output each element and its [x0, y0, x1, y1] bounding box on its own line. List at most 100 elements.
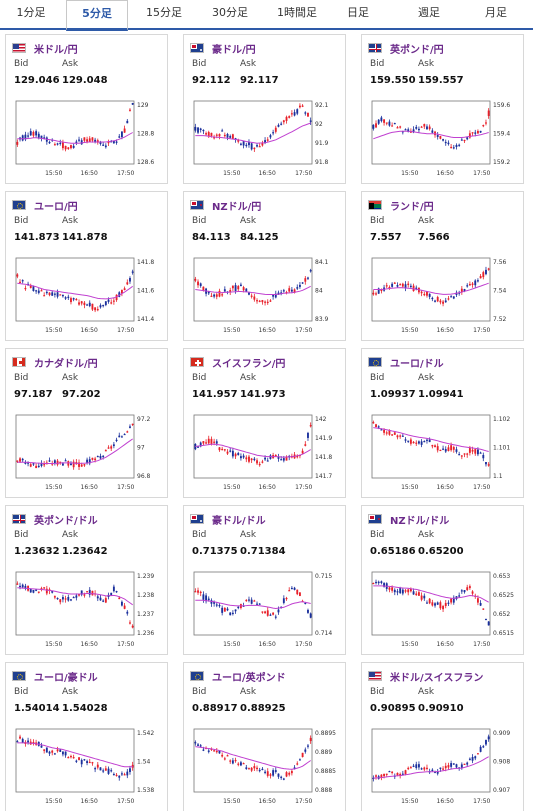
currency-pair-link[interactable]: カナダドル/円: [34, 359, 98, 370]
currency-card[interactable]: 英ポンド/円 Bid Ask 159.550 159.557 159.6 159.4 159.…: [361, 34, 524, 184]
price-chart[interactable]: 97.2 97 96.8 15:50 16:50 17:50: [14, 409, 162, 494]
candle-body: [261, 768, 264, 771]
candle-body: [269, 135, 272, 138]
currency-card[interactable]: 米ドル/円 Bid Ask 129.046 129.048 129 128.8 128.6 15…: [5, 34, 168, 184]
candle-body: [436, 297, 439, 302]
x-tick-label: 17:50: [117, 170, 134, 177]
price-chart[interactable]: 84.1 84 83.9 15:50 16:50 17:50: [192, 252, 340, 337]
candle-body: [482, 608, 485, 610]
currency-card[interactable]: NZドル/円 Bid Ask 84.113 84.125 84.1 84 83.9 15:50 1…: [183, 191, 346, 341]
candle-body: [412, 129, 415, 133]
candle-body: [447, 602, 450, 604]
candle-body: [231, 612, 234, 615]
candle-body: [420, 291, 423, 294]
flag-icon: [12, 671, 26, 681]
candle-body: [274, 770, 277, 772]
candle-body: [213, 294, 216, 297]
tab-4[interactable]: 1時間足: [277, 6, 317, 19]
candle-body: [61, 142, 64, 149]
price-chart[interactable]: 159.6 159.4 159.2 15:50 16:50 17:50: [370, 95, 518, 180]
currency-card[interactable]: 豪ドル/ドル Bid Ask 0.71375 0.71384 0.715 0.714 15:5…: [183, 505, 346, 655]
candle-body: [120, 289, 123, 294]
currency-pair-link[interactable]: 豪ドル/ドル: [212, 516, 266, 527]
candle-body: [32, 741, 35, 744]
currency-card[interactable]: ユーロ/円 Bid Ask 141.873 141.878 141.8 141.6 141.4…: [5, 191, 168, 341]
currency-pair-link[interactable]: 英ポンド/円: [390, 45, 444, 56]
currency-pair-link[interactable]: ユーロ/ドル: [390, 359, 444, 370]
candle-body: [447, 765, 450, 768]
candle-body: [253, 147, 256, 150]
currency-pair-link[interactable]: ランド/円: [390, 202, 434, 213]
price-chart[interactable]: 1.102 1.101 1.1 15:50 16:50 17:50: [370, 409, 518, 494]
currency-card[interactable]: カナダドル/円 Bid Ask 97.187 97.202 97.2 97 96.8 15:50…: [5, 348, 168, 498]
candle-body: [415, 593, 418, 596]
currency-card[interactable]: ランド/円 Bid Ask 7.557 7.566 7.56 7.54 7.52 15:50 16…: [361, 191, 524, 341]
currency-pair-link[interactable]: NZドル/ドル: [390, 516, 450, 527]
currency-pair-link[interactable]: ユーロ/豪ドル: [34, 673, 98, 684]
price-chart[interactable]: 0.8895 0.889 0.8885 0.888 15:50 16:50 17:50: [192, 723, 340, 808]
tab-5[interactable]: 日足: [347, 6, 369, 19]
currency-card[interactable]: 英ポンド/ドル Bid Ask 1.23632 1.23642 1.239 1.238 1.2…: [5, 505, 168, 655]
currency-pair-link[interactable]: 豪ドル/円: [212, 45, 256, 56]
price-chart[interactable]: 7.56 7.54 7.52 15:50 16:50 17:50: [370, 252, 518, 337]
price-chart[interactable]: 1.239 1.238 1.237 1.236 15:50 16:50 17:50: [14, 566, 162, 651]
currency-pair-link[interactable]: 英ポンド/ドル: [34, 516, 98, 527]
currency-card[interactable]: スイスフラン/円 Bid Ask 141.957 141.973 142 141.9 141.…: [183, 348, 346, 498]
x-tick-label: 16:50: [437, 484, 454, 491]
currency-card[interactable]: NZドル/ドル Bid Ask 0.65186 0.65200 0.653 0.6525 0.…: [361, 505, 524, 655]
tab-7[interactable]: 月足: [485, 6, 507, 19]
candle-body: [21, 280, 24, 282]
candle-body: [417, 764, 420, 768]
candle-body: [439, 449, 442, 452]
candle-body: [75, 595, 78, 598]
candle-body: [40, 588, 43, 590]
candle-body: [423, 767, 426, 770]
price-chart[interactable]: 129 128.8 128.6 15:50 16:50 17:50: [14, 95, 162, 180]
price-chart[interactable]: 142 141.9 141.8 141.7 15:50 16:50 17:50: [192, 409, 340, 494]
price-chart[interactable]: 141.8 141.6 141.4 15:50 16:50 17:50: [14, 252, 162, 337]
tab-0[interactable]: 1分足: [16, 6, 46, 19]
candle-body: [226, 755, 229, 757]
candle-body: [436, 771, 439, 774]
bid-value: 0.71375: [192, 546, 238, 557]
price-chart[interactable]: 0.653 0.6525 0.652 0.6515 15:50 16:50 17:50: [370, 566, 518, 651]
flag-icon: [12, 357, 26, 367]
candle-body: [468, 283, 471, 286]
candle-body: [447, 447, 450, 451]
currency-pair-link[interactable]: 米ドル/円: [34, 45, 78, 56]
tab-2[interactable]: 15分足: [146, 6, 182, 19]
candle-body: [67, 757, 70, 759]
candle-body: [466, 762, 469, 765]
currency-pair-link[interactable]: 米ドル/スイスフラン: [390, 673, 484, 684]
ask-label: Ask: [240, 687, 257, 697]
x-tick-label: 15:50: [223, 170, 240, 177]
candle-body: [107, 141, 110, 144]
tab-6[interactable]: 週足: [418, 6, 440, 19]
candle-body: [404, 439, 407, 441]
currency-card[interactable]: 豪ドル/円 Bid Ask 92.112 92.117 92.1 92 91.9 91.8 15:…: [183, 34, 346, 184]
currency-pair-link[interactable]: ユーロ/円: [34, 202, 78, 213]
price-chart[interactable]: 1.542 1.54 1.538 15:50 16:50 17:50: [14, 723, 162, 808]
bid-label: Bid: [192, 530, 207, 540]
currency-card[interactable]: ユーロ/豪ドル Bid Ask 1.54014 1.54028 1.542 1.54 1.53…: [5, 662, 168, 811]
price-chart[interactable]: 0.909 0.908 0.907 15:50 16:50 17:50: [370, 723, 518, 808]
candle-body: [245, 457, 248, 460]
currency-card[interactable]: ユーロ/英ポンド Bid Ask 0.88917 0.88925 0.8895 0.889 0…: [183, 662, 346, 811]
currency-pair-link[interactable]: NZドル/円: [212, 202, 262, 213]
candle-body: [269, 774, 272, 776]
x-tick-label: 17:50: [473, 798, 490, 805]
candle-body: [75, 298, 78, 301]
x-tick-label: 17:50: [117, 641, 134, 648]
price-chart[interactable]: 92.1 92 91.9 91.8 15:50 16:50 17:50: [192, 95, 340, 180]
candle-body: [218, 447, 221, 451]
candle-body: [213, 750, 216, 752]
currency-card[interactable]: 米ドル/スイスフラン Bid Ask 0.90895 0.90910 0.909 0.908…: [361, 662, 524, 811]
tab-3[interactable]: 30分足: [212, 6, 248, 19]
tab-1[interactable]: 5分足: [66, 0, 128, 31]
price-chart[interactable]: 0.715 0.714 15:50 16:50 17:50: [192, 566, 340, 651]
candle-body: [253, 766, 256, 769]
currency-pair-link[interactable]: スイスフラン/円: [212, 359, 286, 370]
ask-label: Ask: [62, 687, 79, 697]
currency-card[interactable]: ユーロ/ドル Bid Ask 1.09937 1.09941 1.102 1.101 1.1 1…: [361, 348, 524, 498]
currency-pair-link[interactable]: ユーロ/英ポンド: [212, 673, 286, 684]
